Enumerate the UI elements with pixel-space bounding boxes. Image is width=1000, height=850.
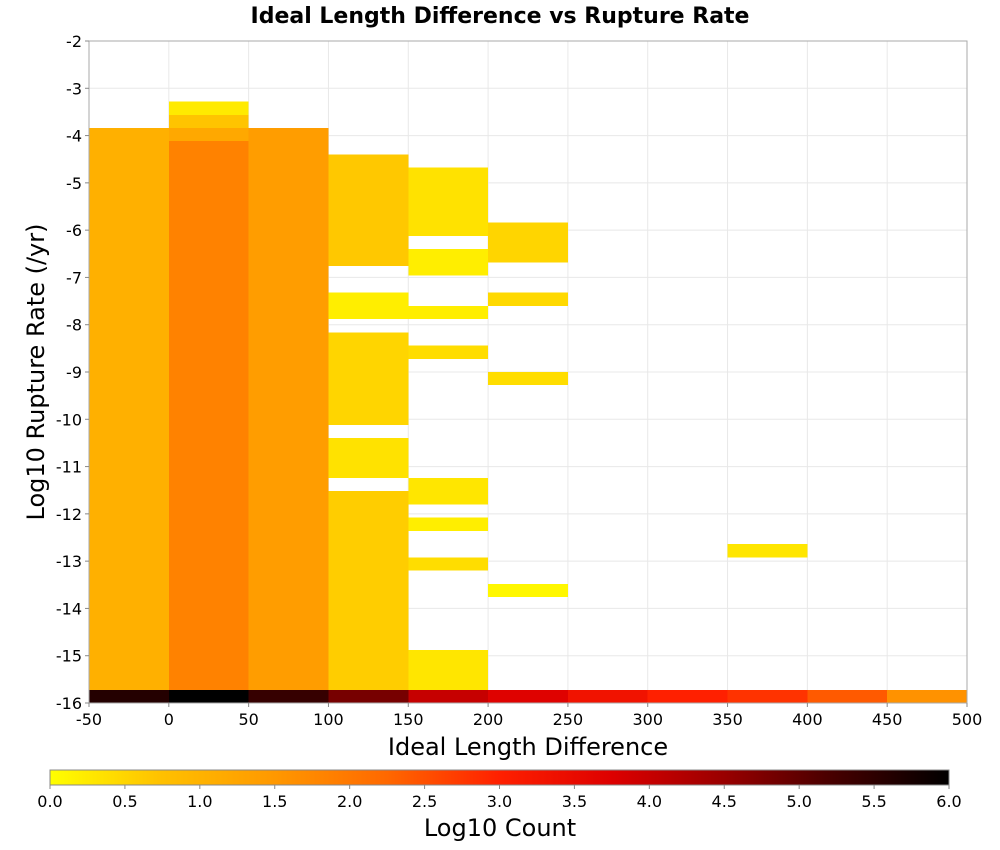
x-tick-label: 0: [164, 710, 174, 729]
heatmap-cells: [89, 101, 967, 703]
y-tick-label: -12: [56, 505, 82, 524]
heatmap-cell: [328, 438, 409, 478]
y-tick-label: -4: [66, 127, 82, 146]
colorbar-tick-label: 2.5: [412, 792, 437, 811]
y-tick-label: -9: [66, 363, 82, 382]
heatmap-cell: [168, 101, 249, 115]
heatmap-cell: [647, 689, 728, 703]
colorbar-tick-label: 5.5: [861, 792, 886, 811]
heatmap-cell: [408, 345, 489, 359]
heatmap-cell: [408, 689, 489, 703]
colorbar-tick-label: 3.5: [562, 792, 587, 811]
heatmap-cell: [248, 689, 329, 703]
heatmap-cell: [248, 128, 329, 690]
y-tick-label: -11: [56, 458, 82, 477]
x-tick-label: 300: [632, 710, 663, 729]
y-tick-label: -5: [66, 174, 82, 193]
chart-title: Ideal Length Difference vs Rupture Rate: [251, 4, 750, 29]
heatmap-cell: [328, 491, 409, 690]
x-tick-label: 50: [238, 710, 258, 729]
heatmap-cell: [887, 689, 967, 703]
x-tick-label: 500: [952, 710, 983, 729]
heatmap-cell: [328, 292, 409, 320]
heatmap-cell: [488, 689, 568, 703]
heatmap-cell: [727, 689, 808, 703]
y-axis-ticks: -2 -3 -4 -5 -6 -7 -8 -9 -10 -11 -12 -13 -14 -15 -16: [56, 32, 89, 713]
colorbar: [49, 769, 950, 786]
colorbar-tick-label: 1.0: [187, 792, 212, 811]
heatmap-cell: [168, 141, 249, 690]
x-tick-label: 150: [393, 710, 424, 729]
colorbar-ticks: 0.0 0.5 1.0 1.5 2.0 2.5 3.0 3.5 4.0 4.5 5.0 5.5 6.0: [37, 785, 962, 811]
x-axis-ticks: -50 0 50 100 150 200 250 300 350 400 450 500: [76, 703, 982, 729]
y-tick-label: -13: [56, 552, 82, 571]
x-tick-label: 450: [872, 710, 903, 729]
heatmap-cell: [328, 332, 409, 425]
y-tick-label: -7: [66, 268, 82, 287]
colorbar-tick-label: 0.0: [37, 792, 62, 811]
heatmap-cell: [408, 249, 489, 276]
heatmap-cell: [488, 292, 568, 306]
y-axis-label: Log10 Rupture Rate (/yr): [22, 224, 50, 521]
x-tick-label: -50: [76, 710, 102, 729]
heatmap-cell: [408, 167, 489, 236]
heatmap-cell: [89, 128, 169, 690]
y-tick-label: -16: [56, 694, 82, 713]
colorbar-tick-label: 0.5: [112, 792, 137, 811]
y-tick-label: -6: [66, 221, 82, 240]
x-tick-label: 400: [792, 710, 823, 729]
heatmap-cell: [328, 154, 409, 267]
y-tick-label: -2: [66, 32, 82, 51]
colorbar-tick-label: 4.5: [712, 792, 737, 811]
colorbar-tick-label: 2.0: [337, 792, 362, 811]
heatmap-cell: [408, 557, 489, 571]
colorbar-tick-label: 1.5: [262, 792, 287, 811]
heatmap-cell: [807, 689, 888, 703]
colorbar-label: Log10 Count: [424, 814, 576, 842]
heatmap-cell: [168, 689, 249, 703]
heatmap-cell: [89, 689, 169, 703]
colorbar-tick-label: 4.0: [637, 792, 662, 811]
colorbar-tick-label: 3.0: [487, 792, 512, 811]
heatmap-cell: [328, 689, 409, 703]
heatmap-cell: [488, 222, 568, 263]
y-tick-label: -8: [66, 316, 82, 335]
heatmap-cell: [408, 517, 489, 531]
heatmap-cell: [408, 650, 489, 690]
y-tick-label: -10: [56, 410, 82, 429]
colorbar-tick-label: 5.0: [786, 792, 811, 811]
heatmap-cell: [488, 372, 568, 386]
x-tick-label: 100: [313, 710, 344, 729]
x-tick-label: 250: [553, 710, 584, 729]
y-tick-label: -3: [66, 79, 82, 98]
heatmap-cell: [727, 544, 808, 558]
x-axis-label: Ideal Length Difference: [388, 733, 668, 761]
heatmap-cell: [488, 583, 568, 598]
heatmap-cell: [408, 305, 489, 320]
y-tick-label: -14: [56, 599, 82, 618]
heatmap-cell: [168, 128, 249, 142]
y-tick-label: -15: [56, 647, 82, 666]
heatmap-cell: [567, 689, 648, 703]
heatmap-cell: [408, 477, 489, 505]
x-tick-label: 200: [473, 710, 504, 729]
heatmap-cell: [168, 114, 249, 129]
x-tick-label: 350: [712, 710, 743, 729]
colorbar-tick-label: 6.0: [936, 792, 961, 811]
